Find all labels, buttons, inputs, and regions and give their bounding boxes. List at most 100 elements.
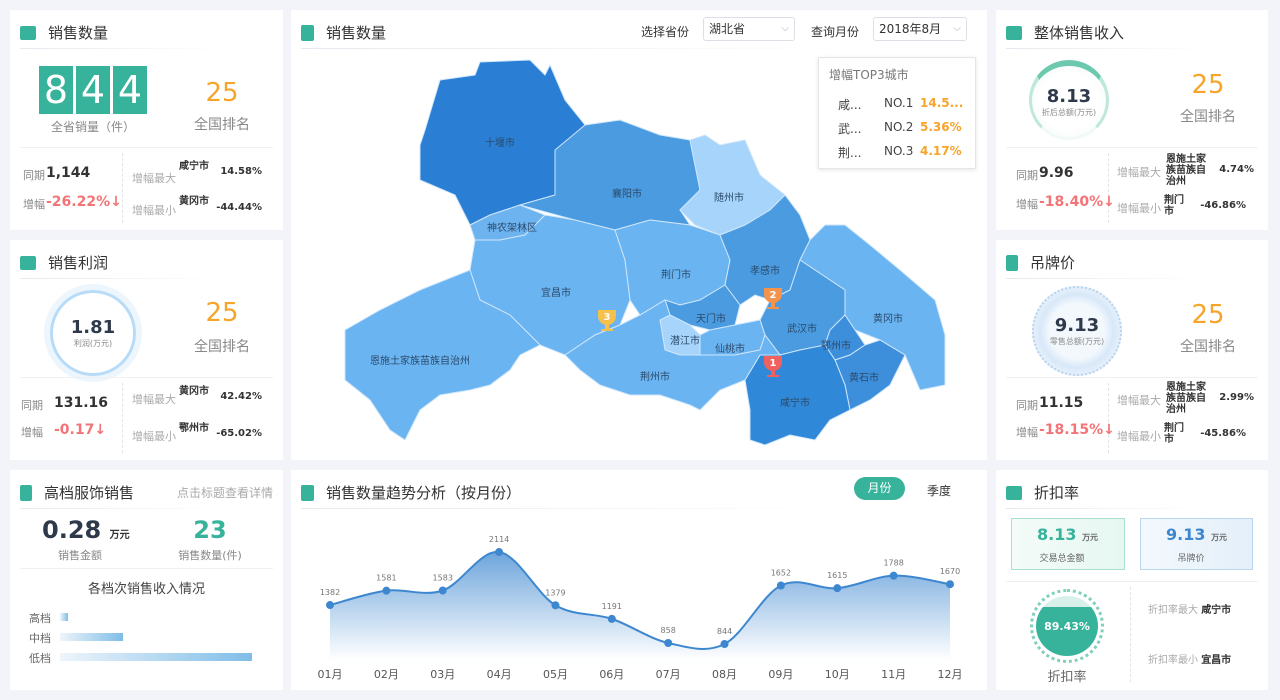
rank-label: 全国排名 — [194, 339, 250, 355]
prev-label: 同期 — [1016, 169, 1038, 182]
min-label: 增幅最小 — [1117, 430, 1161, 443]
x-tick-label: 04月 — [487, 668, 512, 681]
tag-price-gauge: 9.13 零售总额(万元) — [1032, 286, 1122, 376]
prev-value: 11.15 — [1039, 395, 1084, 411]
briefcase-icon — [20, 25, 36, 40]
prev-value: 9.96 — [1039, 165, 1074, 181]
max-city: 黄冈市 — [179, 386, 209, 397]
hubei-map: 十堰市 襄阳市 随州市 神农架林区 宜昌市 荆门市 孝感市 恩施土家族苗族自治州… — [344, 59, 946, 446]
min-city: 荆门市 — [1164, 423, 1184, 445]
data-label: 1379 — [545, 588, 565, 597]
max-label: 增幅最大 — [132, 172, 176, 185]
month-select[interactable]: 2018年8月 ⌵ — [873, 17, 967, 41]
tag-price-card: 9.13 万元 吊牌价 — [1140, 518, 1253, 570]
label-suizhou: 随州市 — [714, 191, 744, 204]
prev-value: 131.16 — [54, 395, 109, 411]
data-point[interactable] — [495, 548, 504, 557]
digit: 8 — [39, 66, 73, 114]
rate-value: 89.43% — [1036, 596, 1098, 656]
premium-title-link[interactable]: 高档服饰销售 — [20, 482, 134, 503]
data-point[interactable] — [326, 601, 334, 610]
data-point[interactable] — [833, 584, 842, 593]
top3-row: 武... NO.2 5.36% — [838, 120, 962, 136]
trend-up-icon — [1006, 25, 1022, 40]
tab-month[interactable]: 月份 — [854, 477, 905, 500]
top3-title: 增幅TOP3城市 — [829, 68, 909, 82]
province-select[interactable]: 湖北省 ⌵ — [703, 17, 795, 41]
rank-label: 全国排名 — [1180, 109, 1236, 125]
data-label: 1581 — [376, 574, 396, 583]
label-shiyan: 十堰市 — [485, 136, 515, 149]
rank-value: 25 — [1191, 300, 1225, 330]
label-jingmen: 荆门市 — [661, 268, 691, 281]
svg-text:3: 3 — [604, 312, 611, 323]
data-point[interactable] — [946, 580, 954, 589]
qty-label: 销售数量(件) — [178, 549, 242, 562]
series-area — [330, 551, 950, 660]
max-label: 增幅最大 — [1117, 166, 1161, 179]
total-label: 全省销量（件） — [50, 120, 135, 134]
digit: 4 — [113, 66, 147, 114]
region-enshi[interactable] — [344, 269, 541, 441]
tab-quarter[interactable]: 季度 — [927, 484, 952, 498]
min-pct: -44.44% — [216, 202, 262, 213]
data-point[interactable] — [382, 586, 391, 595]
svg-text:1: 1 — [770, 358, 777, 369]
document-icon — [1006, 254, 1018, 271]
data-point[interactable] — [438, 586, 447, 595]
data-label: 2114 — [489, 535, 509, 544]
region-xiangyang[interactable] — [518, 119, 701, 231]
rank-label: 全国排名 — [1180, 339, 1236, 355]
region-jingzhou[interactable] — [564, 299, 781, 411]
data-label: 1652 — [771, 569, 791, 578]
detail-hint: 点击标题查看详情 — [176, 486, 273, 500]
panel-title: 整体销售收入 — [1034, 24, 1125, 42]
panel-title: 销售数量趋势分析（按月份） — [326, 484, 522, 502]
tier-bar — [60, 633, 124, 641]
data-label: 1191 — [602, 602, 622, 611]
profit-gauge: 1.81 利润(万元) — [50, 290, 136, 376]
panel-header: 销售数量 — [20, 22, 108, 43]
amount-value: 0.28 万元 — [42, 516, 130, 544]
tag-price-value: 9.13 — [1054, 315, 1100, 336]
data-point[interactable] — [776, 581, 785, 590]
data-label: 858 — [661, 626, 676, 635]
total-digits: 8 4 4 — [39, 66, 147, 114]
min-label: 增幅最小 — [1117, 202, 1161, 215]
label-enshi: 恩施土家族苗族自治州 — [370, 354, 470, 367]
rank-label: 全国排名 — [194, 117, 250, 133]
discount-panel: 折扣率 8.13 万元 交易总金额 9.13 万元 吊牌价 89.43% 折扣率… — [996, 470, 1268, 690]
x-tick-label: 10月 — [825, 668, 850, 681]
trade-value: 8.13 万元 — [1037, 525, 1099, 544]
min-city: 黄冈市 — [179, 196, 209, 207]
chevron-down-icon: ⌵ — [953, 23, 961, 34]
growth-value: -18.15%↓ — [1039, 422, 1115, 438]
data-point[interactable] — [889, 571, 898, 580]
profit-value: 1.81 — [70, 317, 116, 338]
max-city: 恩施土家族苗族自治州 — [1166, 154, 1206, 187]
prev-label: 同期 — [1016, 399, 1038, 412]
min-label: 增幅最小 — [132, 204, 176, 217]
tier-label: 中档 — [29, 632, 51, 645]
sales-qty-panel: 销售数量 8 4 4 全省销量（件） 25 全国排名 同期 1,144 增幅 -… — [10, 10, 283, 230]
panel-title: 销售数量 — [326, 24, 387, 42]
data-point[interactable] — [551, 601, 560, 610]
growth-label: 增幅 — [21, 426, 43, 439]
label-tianmen: 天门市 — [696, 312, 726, 325]
growth-value: -26.22%↓ — [46, 194, 122, 210]
data-point[interactable] — [607, 614, 616, 623]
data-point[interactable] — [720, 640, 729, 648]
province-label: 选择省份 — [641, 25, 690, 39]
data-point[interactable] — [664, 638, 673, 647]
label-xiantao: 仙桃市 — [715, 342, 745, 355]
label-yichang: 宜昌市 — [541, 286, 571, 299]
rank-value: 25 — [205, 298, 239, 328]
tier-label: 低档 — [29, 652, 51, 665]
data-label: 1382 — [320, 588, 340, 597]
label-ezhou: 鄂州市 — [821, 339, 851, 352]
rank-value: 25 — [205, 78, 239, 108]
growth-value: -0.17↓ — [54, 422, 107, 438]
x-tick-label: 05月 — [543, 668, 568, 681]
discount-min: 折扣率最小 宜昌市 — [1148, 655, 1232, 666]
data-label: 1670 — [940, 567, 960, 576]
